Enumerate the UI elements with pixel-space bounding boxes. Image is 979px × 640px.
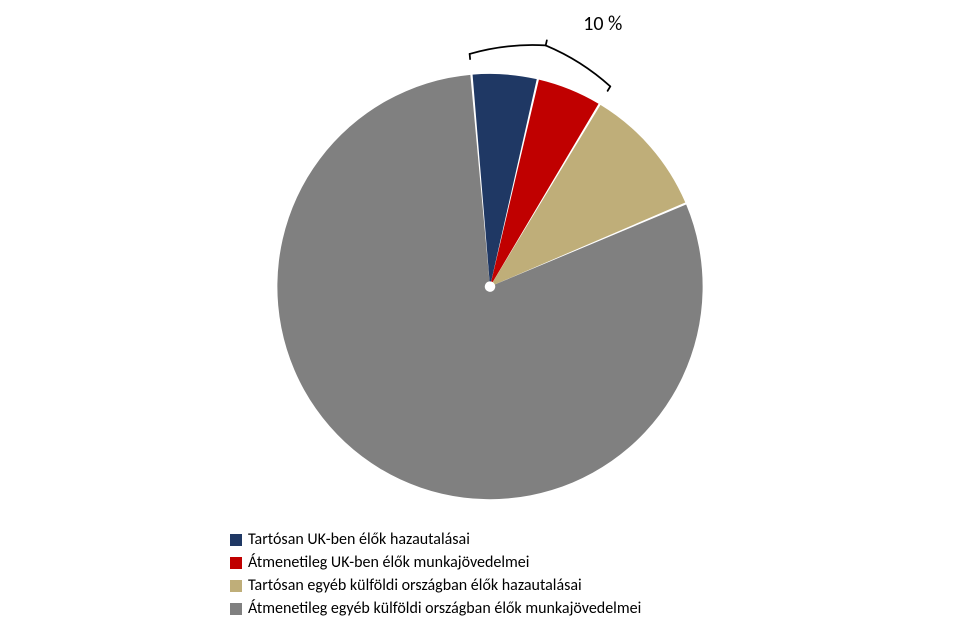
legend-label: Átmenetileg egyéb külföldi országban élő… — [248, 599, 641, 618]
legend-swatch — [230, 557, 242, 569]
legend-item: Átmenetileg egyéb külföldi országban élő… — [230, 599, 641, 618]
legend-item: Tartósan UK-ben élők hazautalásai — [230, 530, 641, 549]
legend-swatch — [230, 580, 242, 592]
legend-swatch — [230, 534, 242, 546]
callout-bracket-segment — [546, 40, 547, 45]
legend-item: Átmenetileg UK-ben élők munkajövedelmei — [230, 553, 641, 572]
callout-bracket-segment — [470, 45, 546, 54]
callout-label: 10 % — [583, 12, 622, 36]
legend-item: Tartósan egyéb külföldi országban élők h… — [230, 576, 641, 595]
pie-chart: 10 % Tartósan UK-ben élők hazautalásai Át… — [0, 0, 979, 640]
legend-swatch — [230, 603, 242, 615]
callout-bracket-segment — [546, 45, 611, 86]
pie-svg — [246, 60, 734, 548]
legend-label: Tartósan UK-ben élők hazautalásai — [248, 530, 470, 549]
legend-label: Tartósan egyéb külföldi országban élők h… — [248, 576, 582, 595]
legend-label: Átmenetileg UK-ben élők munkajövedelmei — [248, 553, 529, 572]
legend: Tartósan UK-ben élők hazautalásai Átmenet… — [230, 530, 641, 622]
